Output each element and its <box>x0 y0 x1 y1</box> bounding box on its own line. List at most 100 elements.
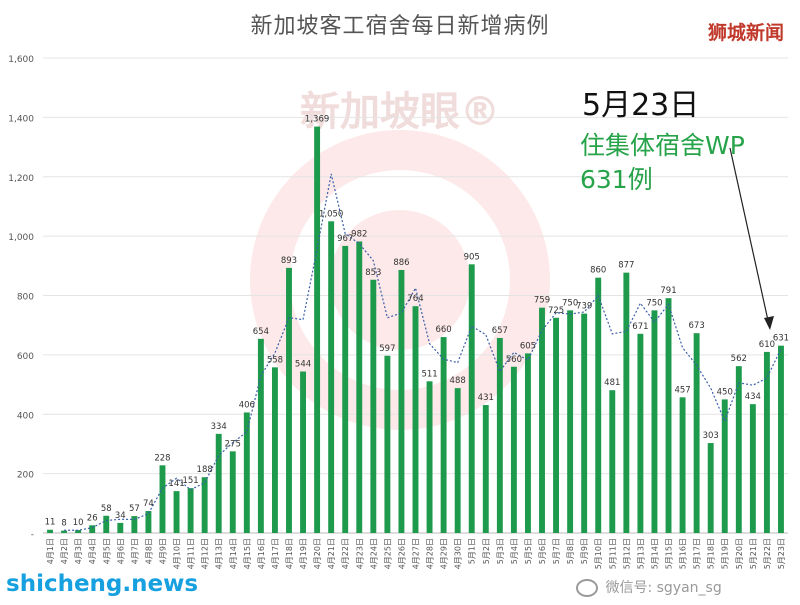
bar <box>117 522 124 533</box>
data-label: 26 <box>87 513 98 523</box>
data-label: 511 <box>421 369 437 379</box>
data-label: 11 <box>45 518 56 528</box>
bar <box>749 404 756 533</box>
x-tick-label: 5月12日 <box>622 538 631 569</box>
x-tick-label: 5月7日 <box>552 538 561 564</box>
x-tick-label: 4月4日 <box>88 538 97 564</box>
bar <box>342 245 349 533</box>
data-label: 860 <box>590 266 606 276</box>
data-label: 1,050 <box>319 209 343 219</box>
data-label: 631 <box>773 334 789 344</box>
y-tick-label: 200 <box>17 471 34 481</box>
bar <box>412 306 419 533</box>
wechat-watermark: 微信号: sgyan_sg <box>576 577 722 597</box>
data-label: 791 <box>660 286 676 296</box>
bar <box>286 267 292 533</box>
bar <box>201 477 208 533</box>
x-tick-label: 4月6日 <box>116 538 125 564</box>
moving-average-line <box>64 173 782 531</box>
bar <box>257 338 264 533</box>
x-tick-label: 4月13日 <box>215 538 224 569</box>
x-tick-label: 4月9日 <box>158 538 167 564</box>
x-tick-label: 5月22日 <box>763 538 772 569</box>
data-label: 74 <box>143 499 154 509</box>
data-label: 334 <box>211 422 227 432</box>
bar <box>693 333 700 533</box>
x-tick-label: 4月2日 <box>60 538 69 564</box>
data-label: 457 <box>674 385 690 395</box>
data-label: 151 <box>182 476 198 486</box>
bar <box>103 515 110 533</box>
bar <box>271 367 278 533</box>
x-tick-label: 5月11日 <box>608 538 617 569</box>
x-tick-label: 4月5日 <box>102 538 111 564</box>
bar <box>539 307 545 533</box>
x-tick-label: 5月10日 <box>594 538 603 569</box>
x-tick-label: 4月28日 <box>426 538 435 569</box>
bar <box>510 366 517 533</box>
x-tick-label: 4月25日 <box>383 538 392 569</box>
data-label: 750 <box>646 298 662 308</box>
bar <box>707 443 714 533</box>
gridlines <box>43 57 788 534</box>
x-tick-label: 4月19日 <box>299 538 308 569</box>
x-tick-label: 5月16日 <box>679 538 688 569</box>
bar <box>356 241 363 533</box>
data-label: 558 <box>267 355 283 365</box>
bar <box>426 381 433 533</box>
x-tick-label: 4月23日 <box>355 538 364 569</box>
bar <box>553 317 560 533</box>
x-tick-label: 4月10日 <box>173 538 182 569</box>
data-label: 905 <box>464 252 480 262</box>
x-tick-label: 4月20日 <box>313 538 322 569</box>
data-label: 481 <box>604 378 620 388</box>
x-tick-label: 5月5日 <box>524 538 533 564</box>
x-tick-label: 5月15日 <box>665 538 674 569</box>
callout-date: 5月23日 <box>582 88 700 123</box>
data-label: 431 <box>478 393 494 403</box>
bar <box>187 488 194 533</box>
data-label: 605 <box>520 341 536 351</box>
bar <box>623 272 630 533</box>
data-label: 450 <box>717 387 733 397</box>
x-tick-label: 5月17日 <box>693 538 702 569</box>
x-tick-label: 4月29日 <box>440 538 449 569</box>
data-label: 188 <box>197 465 213 475</box>
data-label: 8 <box>61 519 66 529</box>
data-label: 967 <box>337 234 353 244</box>
data-label: 228 <box>154 453 170 463</box>
bar <box>482 405 489 533</box>
x-tick-label: 4月3日 <box>74 538 83 564</box>
data-label: 57 <box>129 504 140 514</box>
x-tick-label: 4月24日 <box>369 538 378 569</box>
x-tick-label: 5月2日 <box>482 538 491 564</box>
bar <box>229 451 236 533</box>
data-label: 597 <box>379 344 395 354</box>
x-tick-label: 4月30日 <box>454 538 463 569</box>
bar <box>567 310 574 533</box>
callout-text-line2: 631例 <box>580 165 653 194</box>
data-label: 893 <box>281 256 297 266</box>
bar <box>721 399 728 533</box>
bar <box>75 530 82 533</box>
data-label: 671 <box>632 322 648 332</box>
x-tick-label: 4月8日 <box>144 538 153 564</box>
x-axis: 4月1日 4月2日 4月3日 4月4日 4月5日 4月6日 4月7日 4月8日 4月9日 4月10… <box>46 538 786 569</box>
data-label: 764 <box>407 294 423 304</box>
y-tick-label: 1,600 <box>8 55 34 65</box>
x-tick-label: 5月19日 <box>721 538 730 569</box>
data-label: 660 <box>435 325 451 335</box>
y-tick-label: 800 <box>17 293 34 303</box>
bar <box>609 390 616 533</box>
data-label: 759 <box>534 296 550 306</box>
bar <box>314 126 321 533</box>
data-label: 673 <box>689 321 705 331</box>
x-tick-label: 4月7日 <box>130 538 139 564</box>
bar <box>159 465 166 533</box>
data-label: 58 <box>101 504 112 514</box>
data-label: 488 <box>450 376 466 386</box>
x-tick-label: 5月1日 <box>468 538 477 564</box>
data-label: 560 <box>506 355 522 365</box>
